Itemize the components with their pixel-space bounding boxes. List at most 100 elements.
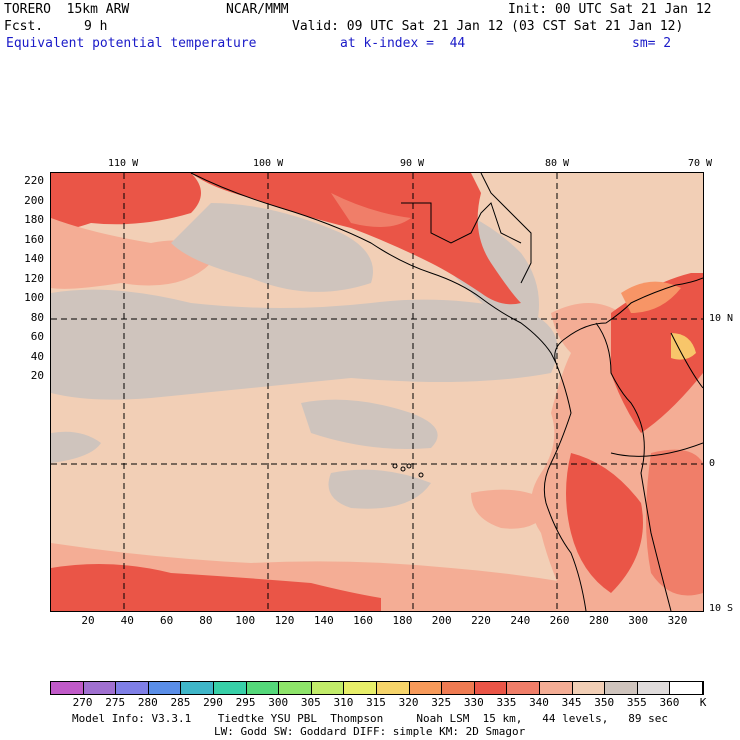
x-tick-label: 240 [510, 614, 531, 627]
field-region-325-a [621, 281, 681, 313]
colorbar-swatch [474, 682, 508, 694]
model-info-line2: LW: Godd SW: Goddard DIFF: simple KM: 2D… [214, 725, 526, 738]
x-tick-label: 120 [274, 614, 295, 627]
y-tick-label: 20 [30, 369, 44, 382]
field-name: Equivalent potential temperature [6, 36, 257, 51]
x-tick-label: 160 [353, 614, 374, 627]
x-tick-label: 320 [667, 614, 688, 627]
colorbar-swatch [605, 682, 638, 694]
lat-label-0: 0 [709, 458, 716, 469]
colorbar-label: 325 [431, 696, 452, 709]
galapagos-island [406, 463, 412, 469]
x-tick-label: 140 [313, 614, 334, 627]
colorbar-swatch [181, 682, 214, 694]
colorbar-label: 285 [170, 696, 191, 709]
field-region-350-a [171, 203, 373, 292]
y-tick-label: 160 [24, 232, 44, 246]
coastline-pacific [190, 173, 703, 364]
colorbar-swatch [246, 682, 280, 694]
colorbar [50, 681, 704, 695]
colorbar-swatch [507, 682, 540, 694]
lon-label-90w: 90 W [400, 158, 425, 169]
colorbar-swatch [116, 682, 149, 694]
y-tick-label: 200 [24, 193, 44, 207]
colorbar-unit: K [699, 696, 707, 709]
field-region-340-b [471, 489, 551, 529]
colorbar-swatch [148, 682, 182, 694]
init-time: Init: 00 UTC Sat 21 Jan 12 [508, 2, 712, 17]
level-label: at k-index = 44 [340, 36, 466, 51]
x-tick-label: 100 [235, 614, 256, 627]
colorbar-swatch [409, 682, 443, 694]
lat-label-10n: 10 N [709, 313, 734, 324]
x-tick-label: 180 [392, 614, 413, 627]
field-region-330-peru [566, 453, 643, 593]
x-tick-label: 200 [431, 614, 452, 627]
valid-time: Valid: 09 UTC Sat 21 Jan 12 (03 CST Sat … [292, 19, 684, 34]
colorbar-label: 360 [659, 696, 680, 709]
colorbar-swatch [213, 682, 247, 694]
organization-label: NCAR/MMM [226, 2, 289, 17]
colorbar-label: 355 [626, 696, 647, 709]
y-tick-label: 100 [24, 291, 44, 304]
colorbar-swatch [670, 682, 703, 694]
field-region-320-a [671, 333, 696, 360]
y-tick-label: 140 [24, 252, 44, 265]
colorbar-label: 315 [366, 696, 386, 709]
colorbar-label: 320 [398, 696, 419, 709]
colorbar-swatch [539, 682, 573, 694]
colorbar-label: 335 [496, 696, 517, 709]
x-tick-label: 300 [628, 614, 649, 627]
lon-label-100w: 100 W [253, 158, 284, 169]
colorbar-swatch [279, 682, 312, 694]
map-canvas [51, 173, 703, 611]
y-tick-label: 220 [24, 174, 44, 187]
colorbar-label: 340 [529, 696, 549, 709]
field-region-335-amazon [646, 449, 703, 596]
colorbar-label: 300 [268, 696, 289, 709]
y-tick-label: 80 [30, 310, 44, 324]
colorbar-label: 305 [300, 696, 321, 709]
colorbar-swatch [311, 682, 345, 694]
model-info-line1: Model Info: V3.3.1 Tiedtke YSU PBL Thomp… [72, 712, 669, 725]
x-tick-label: 60 [159, 614, 174, 627]
y-tick-label: 60 [30, 330, 44, 343]
colorbar-swatch [83, 682, 117, 694]
x-tick-label: 40 [120, 614, 134, 627]
x-tick-label: 80 [199, 614, 213, 627]
coastline-caribbean [480, 173, 532, 284]
field-region-335-a [331, 193, 411, 227]
border-central-america [401, 202, 522, 244]
coastline-south-america [543, 362, 587, 611]
colorbar-label: 310 [333, 696, 354, 709]
field-region-330-nw [51, 173, 201, 232]
colorbar-label: 280 [137, 696, 158, 709]
lon-label-70w: 70 W [688, 158, 713, 169]
galapagos-island [400, 466, 406, 472]
y-tick-label: 180 [24, 213, 44, 226]
colorbar-label: 330 [463, 696, 484, 709]
field-region-340-nw [51, 218, 211, 289]
field-region-350-f [51, 431, 101, 463]
colorbar-label: 275 [105, 696, 126, 709]
lon-label-110w: 110 W [108, 158, 139, 169]
smoothing-label: sm= 2 [632, 36, 672, 51]
y-tick-label: 40 [30, 349, 44, 363]
colorbar-swatch [572, 682, 606, 694]
colorbar-label: 345 [561, 696, 582, 709]
border-andes [595, 322, 672, 611]
border-venezuela [670, 332, 703, 389]
field-region-350-b [51, 289, 558, 400]
galapagos-island [418, 472, 424, 478]
x-tick-label: 220 [471, 614, 491, 627]
colorbar-swatch [442, 682, 475, 694]
map-panel [50, 172, 704, 612]
forecast-hour: 9 h [84, 19, 108, 34]
field-region-350-e [328, 469, 431, 509]
colorbar-swatch [344, 682, 377, 694]
colorbar-label: 350 [594, 696, 615, 709]
colorbar-label: 270 [72, 696, 93, 709]
x-tick-label: 260 [549, 614, 570, 627]
colorbar-swatch [51, 682, 84, 694]
forecast-label: Fcst. [4, 19, 44, 34]
